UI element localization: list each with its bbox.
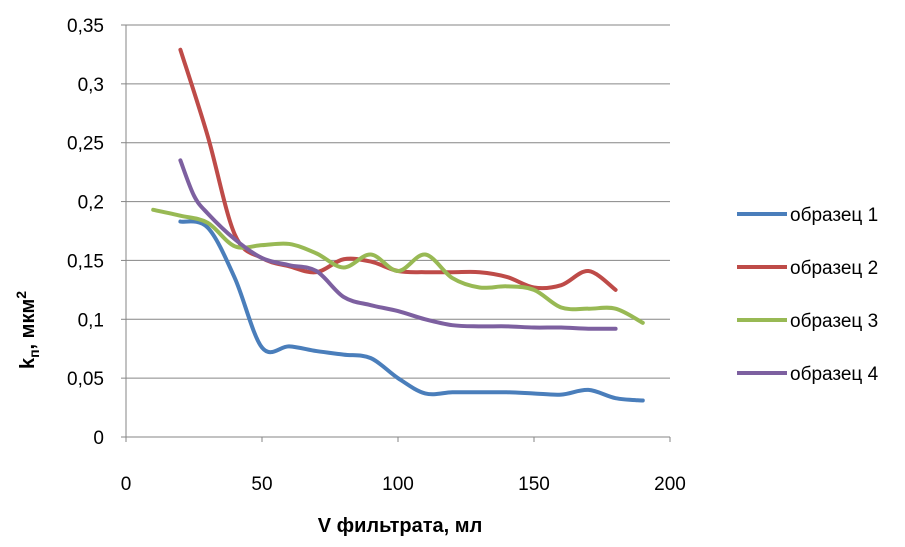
- x-tick-label: 200: [654, 474, 686, 495]
- y-tick-label: 0,15: [67, 251, 104, 272]
- y-axis-title-rest: , мкм: [17, 299, 39, 350]
- y-axis-title-subscript: п: [26, 349, 42, 357]
- series-line-1: [178, 219, 645, 403]
- legend-label-1: образец 1: [790, 205, 878, 226]
- y-tick-label: 0: [93, 428, 104, 449]
- series-line-2: [178, 47, 618, 292]
- legend: образец 1 образец 2 образец 3 образец 4: [737, 205, 879, 385]
- y-tick-label: 0,25: [67, 134, 104, 155]
- y-axis-title-main: k: [17, 357, 39, 369]
- gridlines: [126, 24, 670, 438]
- series-line-3: [151, 207, 645, 325]
- y-axis-ticks: 0 0,05 0,1 0,15 0,2 0,25 0,3 0,35: [67, 16, 127, 449]
- x-tick-label: 100: [382, 474, 414, 495]
- x-tick-label: 0: [121, 474, 132, 495]
- legend-label-3: образец 3: [790, 311, 878, 332]
- y-axis-title: kп, мкм2: [13, 291, 42, 369]
- y-tick-label: 0,05: [67, 369, 104, 390]
- legend-label-4: образец 4: [790, 364, 879, 385]
- x-tick-label: 150: [518, 474, 550, 495]
- y-tick-label: 0,1: [78, 310, 104, 331]
- x-axis-ticks: 0 50 100 150 200: [121, 437, 686, 495]
- series-lines: [151, 47, 645, 403]
- x-tick-label: 50: [251, 474, 272, 495]
- y-tick-label: 0,35: [67, 16, 104, 37]
- x-axis-title: V фильтрата, мл: [318, 515, 483, 537]
- y-tick-label: 0,3: [78, 75, 104, 96]
- series-line-4: [178, 158, 618, 331]
- legend-label-2: образец 2: [790, 258, 878, 279]
- y-axis-title-superscript: 2: [13, 291, 29, 299]
- y-tick-label: 0,2: [78, 193, 104, 214]
